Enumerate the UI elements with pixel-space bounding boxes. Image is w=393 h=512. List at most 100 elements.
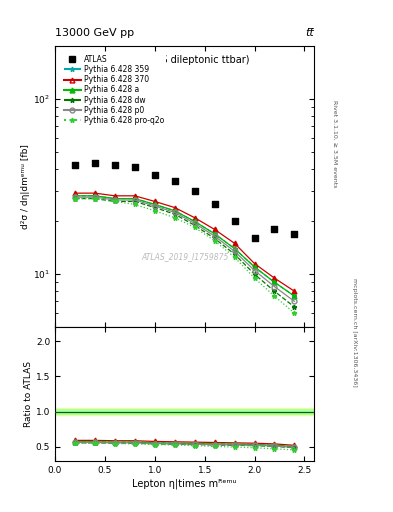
ATLAS bbox=[132, 163, 138, 171]
Pythia 6.428 370 bbox=[272, 275, 277, 281]
ATLAS bbox=[92, 159, 98, 167]
Line: Pythia 6.428 p0: Pythia 6.428 p0 bbox=[73, 195, 297, 304]
Pythia 6.428 359 bbox=[192, 219, 197, 225]
Pythia 6.428 dw bbox=[173, 211, 177, 217]
Pythia 6.428 p0 bbox=[232, 248, 237, 254]
Pythia 6.428 dw bbox=[272, 288, 277, 294]
Pythia 6.428 370 bbox=[212, 226, 217, 232]
Text: ATLAS_2019_I1759875: ATLAS_2019_I1759875 bbox=[141, 252, 228, 261]
Text: 13000 GeV pp: 13000 GeV pp bbox=[55, 28, 134, 38]
Pythia 6.428 pro-q2o bbox=[292, 310, 297, 316]
Pythia 6.428 359 bbox=[212, 231, 217, 237]
Pythia 6.428 pro-q2o bbox=[93, 196, 97, 202]
Pythia 6.428 pro-q2o bbox=[272, 293, 277, 299]
Line: Pythia 6.428 a: Pythia 6.428 a bbox=[73, 194, 297, 298]
Pythia 6.428 p0 bbox=[212, 233, 217, 239]
Pythia 6.428 370 bbox=[173, 204, 177, 210]
Pythia 6.428 370 bbox=[192, 215, 197, 221]
Pythia 6.428 a bbox=[152, 201, 157, 207]
Pythia 6.428 dw bbox=[292, 304, 297, 310]
Pythia 6.428 359 bbox=[173, 208, 177, 214]
Pythia 6.428 a bbox=[73, 193, 77, 199]
Pythia 6.428 pro-q2o bbox=[232, 254, 237, 260]
Line: Pythia 6.428 359: Pythia 6.428 359 bbox=[73, 194, 297, 298]
Pythia 6.428 a bbox=[252, 264, 257, 270]
Pythia 6.428 359 bbox=[132, 196, 137, 202]
Pythia 6.428 370 bbox=[232, 240, 237, 246]
Pythia 6.428 370 bbox=[252, 261, 257, 267]
Pythia 6.428 dw bbox=[212, 236, 217, 242]
Pythia 6.428 a bbox=[212, 231, 217, 237]
Pythia 6.428 370 bbox=[152, 198, 157, 204]
Pythia 6.428 359 bbox=[272, 279, 277, 285]
Bar bbox=[55, 408, 314, 415]
ATLAS bbox=[271, 225, 277, 233]
Pythia 6.428 359 bbox=[73, 193, 77, 199]
Line: Pythia 6.428 dw: Pythia 6.428 dw bbox=[73, 196, 297, 309]
Pythia 6.428 p0 bbox=[132, 197, 137, 203]
ATLAS bbox=[231, 218, 238, 226]
Pythia 6.428 a bbox=[192, 219, 197, 225]
Pythia 6.428 359 bbox=[292, 293, 297, 299]
ATLAS bbox=[211, 200, 218, 208]
Pythia 6.428 dw bbox=[112, 198, 117, 204]
Pythia 6.428 a bbox=[132, 196, 137, 202]
Text: mcplots.cern.ch [arXiv:1306.3436]: mcplots.cern.ch [arXiv:1306.3436] bbox=[352, 279, 357, 387]
Pythia 6.428 370 bbox=[132, 193, 137, 199]
Pythia 6.428 p0 bbox=[152, 203, 157, 209]
Pythia 6.428 dw bbox=[93, 196, 97, 202]
Pythia 6.428 pro-q2o bbox=[112, 198, 117, 204]
Pythia 6.428 pro-q2o bbox=[192, 224, 197, 230]
ATLAS bbox=[112, 161, 118, 169]
Text: tt̅: tt̅ bbox=[306, 28, 314, 38]
Pythia 6.428 p0 bbox=[192, 220, 197, 226]
ATLAS bbox=[191, 186, 198, 195]
ATLAS bbox=[152, 170, 158, 179]
Pythia 6.428 a bbox=[112, 196, 117, 202]
Bar bbox=[55, 410, 314, 414]
ATLAS bbox=[72, 161, 78, 169]
Pythia 6.428 359 bbox=[112, 196, 117, 202]
Pythia 6.428 pro-q2o bbox=[173, 215, 177, 221]
Text: Rivet 3.1.10, ≥ 3.5M events: Rivet 3.1.10, ≥ 3.5M events bbox=[332, 100, 337, 187]
Pythia 6.428 dw bbox=[252, 271, 257, 278]
Y-axis label: Ratio to ATLAS: Ratio to ATLAS bbox=[24, 361, 33, 427]
Pythia 6.428 p0 bbox=[112, 197, 117, 203]
Pythia 6.428 370 bbox=[93, 190, 97, 196]
ATLAS bbox=[291, 230, 298, 238]
Y-axis label: d²σ / dη|dmᵉᵐᵘ [fb]: d²σ / dη|dmᵉᵐᵘ [fb] bbox=[21, 144, 30, 229]
X-axis label: Lepton η|times mᴿᵉᵐᵘ: Lepton η|times mᴿᵉᵐᵘ bbox=[132, 479, 237, 489]
ATLAS bbox=[252, 234, 258, 243]
Pythia 6.428 p0 bbox=[292, 298, 297, 305]
Pythia 6.428 p0 bbox=[93, 194, 97, 200]
ATLAS bbox=[172, 177, 178, 185]
Pythia 6.428 370 bbox=[292, 288, 297, 294]
Pythia 6.428 p0 bbox=[252, 267, 257, 273]
Pythia 6.428 dw bbox=[132, 198, 137, 204]
Pythia 6.428 359 bbox=[152, 201, 157, 207]
Pythia 6.428 pro-q2o bbox=[73, 196, 77, 202]
Pythia 6.428 dw bbox=[192, 222, 197, 228]
Pythia 6.428 dw bbox=[152, 204, 157, 210]
Pythia 6.428 dw bbox=[73, 196, 77, 202]
Pythia 6.428 359 bbox=[252, 264, 257, 270]
Pythia 6.428 a bbox=[173, 208, 177, 214]
Pythia 6.428 370 bbox=[112, 193, 117, 199]
Pythia 6.428 370 bbox=[73, 190, 77, 196]
Line: Pythia 6.428 370: Pythia 6.428 370 bbox=[73, 190, 297, 294]
Legend: ATLAS, Pythia 6.428 359, Pythia 6.428 370, Pythia 6.428 a, Pythia 6.428 dw, Pyth: ATLAS, Pythia 6.428 359, Pythia 6.428 37… bbox=[61, 53, 166, 127]
Pythia 6.428 p0 bbox=[73, 194, 77, 200]
Pythia 6.428 p0 bbox=[272, 284, 277, 290]
Pythia 6.428 pro-q2o bbox=[132, 201, 137, 207]
Pythia 6.428 a bbox=[93, 193, 97, 199]
Pythia 6.428 a bbox=[232, 246, 237, 252]
Pythia 6.428 pro-q2o bbox=[252, 275, 257, 281]
Pythia 6.428 359 bbox=[232, 246, 237, 252]
Pythia 6.428 a bbox=[292, 293, 297, 299]
Pythia 6.428 dw bbox=[232, 251, 237, 258]
Pythia 6.428 pro-q2o bbox=[212, 238, 217, 244]
Pythia 6.428 359 bbox=[93, 193, 97, 199]
Line: Pythia 6.428 pro-q2o: Pythia 6.428 pro-q2o bbox=[73, 196, 297, 315]
Pythia 6.428 pro-q2o bbox=[152, 208, 157, 214]
Text: ηℓ (ATLAS dileptonic ttbar): ηℓ (ATLAS dileptonic ttbar) bbox=[120, 54, 250, 65]
